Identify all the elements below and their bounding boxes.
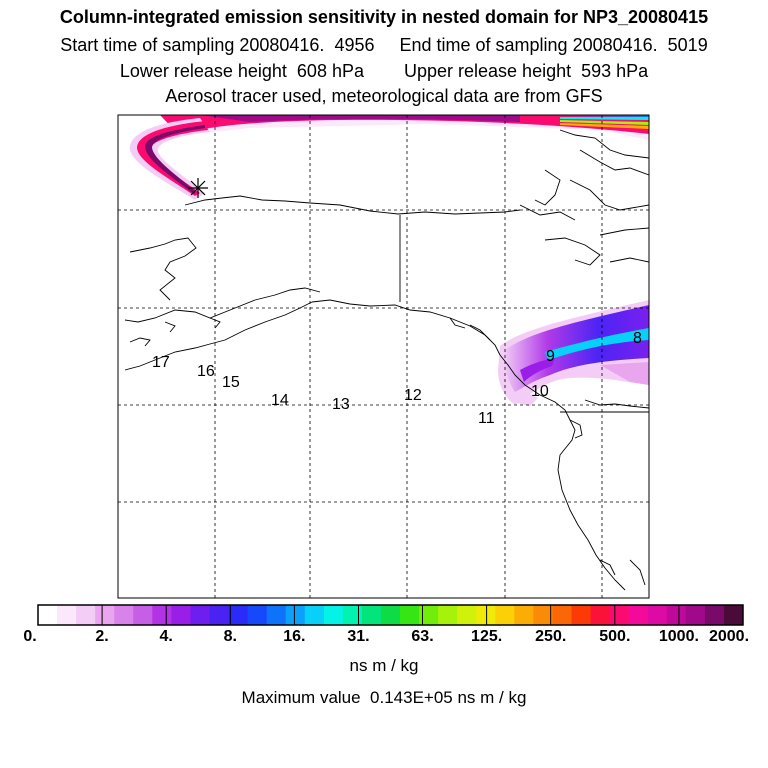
colorbar-tick-label: 250.: [535, 628, 567, 645]
sampling-times: Start time of sampling 20080416. 4956 En…: [60, 35, 708, 55]
colorbar-frame: [37, 604, 744, 626]
track-label: 16: [197, 363, 215, 380]
track-label: 8: [633, 330, 642, 347]
colorbar-cell: [342, 605, 363, 625]
colorbar-cell: [285, 605, 306, 625]
track-label: 13: [332, 396, 350, 413]
colorbar-cell: [533, 605, 553, 625]
track-label: 17: [152, 354, 170, 371]
colorbar-tick-label: 4.: [159, 628, 173, 645]
lat-lon-grid: [118, 115, 649, 598]
colorbar-cell: [438, 605, 458, 625]
map-frame: [117, 114, 650, 599]
plume-path: [129, 118, 210, 200]
map-area: [118, 115, 649, 598]
colorbar-cell: [323, 605, 344, 625]
colorbar-cell: [114, 605, 134, 625]
track-label: 15: [222, 374, 240, 391]
colorbar-tick-label: 8.: [223, 628, 237, 645]
colorbar-cell: [419, 605, 439, 625]
colorbar-tick-label: 125.: [471, 628, 503, 645]
maximum-value: Maximum value 0.143E+05 ns m / kg: [241, 688, 527, 707]
colorbar-cell: [380, 605, 401, 625]
colorbar-cell: [628, 605, 649, 625]
colorbar-cell: [514, 605, 534, 625]
colorbar-cell: [552, 605, 573, 625]
colorbar-tick-label: 63.: [411, 628, 434, 645]
track-label: 14: [271, 392, 289, 409]
colorbar-cell: [190, 605, 210, 625]
colorbar-cell: [171, 605, 191, 625]
colorbar-cell: [361, 605, 382, 625]
map-title: Column-integrated emission sensitivity i…: [59, 7, 709, 27]
coastal-plume: [498, 300, 649, 406]
colorbar-cell: [685, 605, 706, 625]
colorbar-cell: [133, 605, 153, 625]
colorbar-cell: [76, 605, 96, 625]
colorbar-tick-label: 500.: [599, 628, 631, 645]
track-label: 11: [478, 410, 495, 427]
track-label: 12: [404, 387, 422, 404]
track-label: 10: [531, 383, 549, 400]
colorbar-cell: [57, 605, 77, 625]
colorbar-tick-label: 31.: [347, 628, 370, 645]
colorbar-tick-label: 2.: [95, 628, 109, 645]
colorbar-unit: ns m / kg: [349, 656, 419, 675]
colorbar-cell: [704, 605, 725, 625]
colorbar-cell: [247, 605, 268, 625]
colorbar-cell: [666, 605, 687, 625]
coastlines: [124, 129, 649, 591]
colorbar-cell: [457, 605, 477, 625]
colorbar-tick-label: 0.: [23, 628, 37, 645]
track-label: 9: [546, 348, 555, 365]
colorbar-cell: [590, 605, 611, 625]
receptor-star-icon: [188, 178, 208, 198]
colorbar-cell: [400, 605, 420, 625]
release-heights: Lower release height 608 hPa Upper relea…: [119, 61, 649, 81]
colorbar-cell: [228, 605, 249, 625]
colorbar-tick-label: 1000.: [658, 628, 699, 645]
colorbar-cell: [38, 605, 58, 625]
colorbar-cell: [476, 605, 496, 625]
colorbar-cell: [266, 605, 287, 625]
colorbar-cell: [723, 605, 744, 625]
colorbar: [38, 605, 744, 625]
colorbar-cell: [152, 605, 172, 625]
colorbar-tick-label: 16.: [283, 628, 306, 645]
colorbar-cell: [95, 605, 115, 625]
tracer-info: Aerosol tracer used, meteorological data…: [165, 86, 603, 106]
colorbar-cell: [304, 605, 325, 625]
colorbar-cell: [495, 605, 515, 625]
arctic-sensitivity-band: [160, 115, 649, 147]
colorbar-cell: [209, 605, 230, 625]
track-labels: 17 16 15 14 13 12 11 10 9 8: [152, 330, 642, 427]
colorbar-tick-label: 2000.: [708, 628, 750, 645]
colorbar-cell: [647, 605, 668, 625]
colorbar-cell: [571, 605, 592, 625]
colorbar-cell: [609, 605, 630, 625]
